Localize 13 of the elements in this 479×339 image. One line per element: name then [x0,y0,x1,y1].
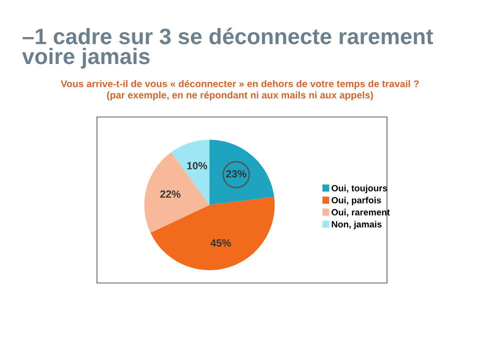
pie-slice [150,196,275,270]
chart-subtitle: Vous arrive-t-il de vous « déconnecter » en dehors de votre temps de travail ? (par exemple, en ne répondant ni aux mails ni aux appels) [60,80,419,100]
legend-label: Non, jamais [332,220,382,230]
legend-label: Oui, toujours [332,184,388,194]
data-label: 23% [226,170,246,178]
legend-label: Oui, rarement [332,208,390,217]
data-label: 10% [187,162,208,170]
data-label: 45% [210,239,231,247]
chart-title: –1 cadre sur 3 se déconnecte rarement voire jamais [22,28,434,69]
data-label: 22% [160,190,180,198]
pie-slice [144,152,210,233]
pie-slice [210,140,274,205]
legend-label: Oui, parfois [332,196,382,206]
